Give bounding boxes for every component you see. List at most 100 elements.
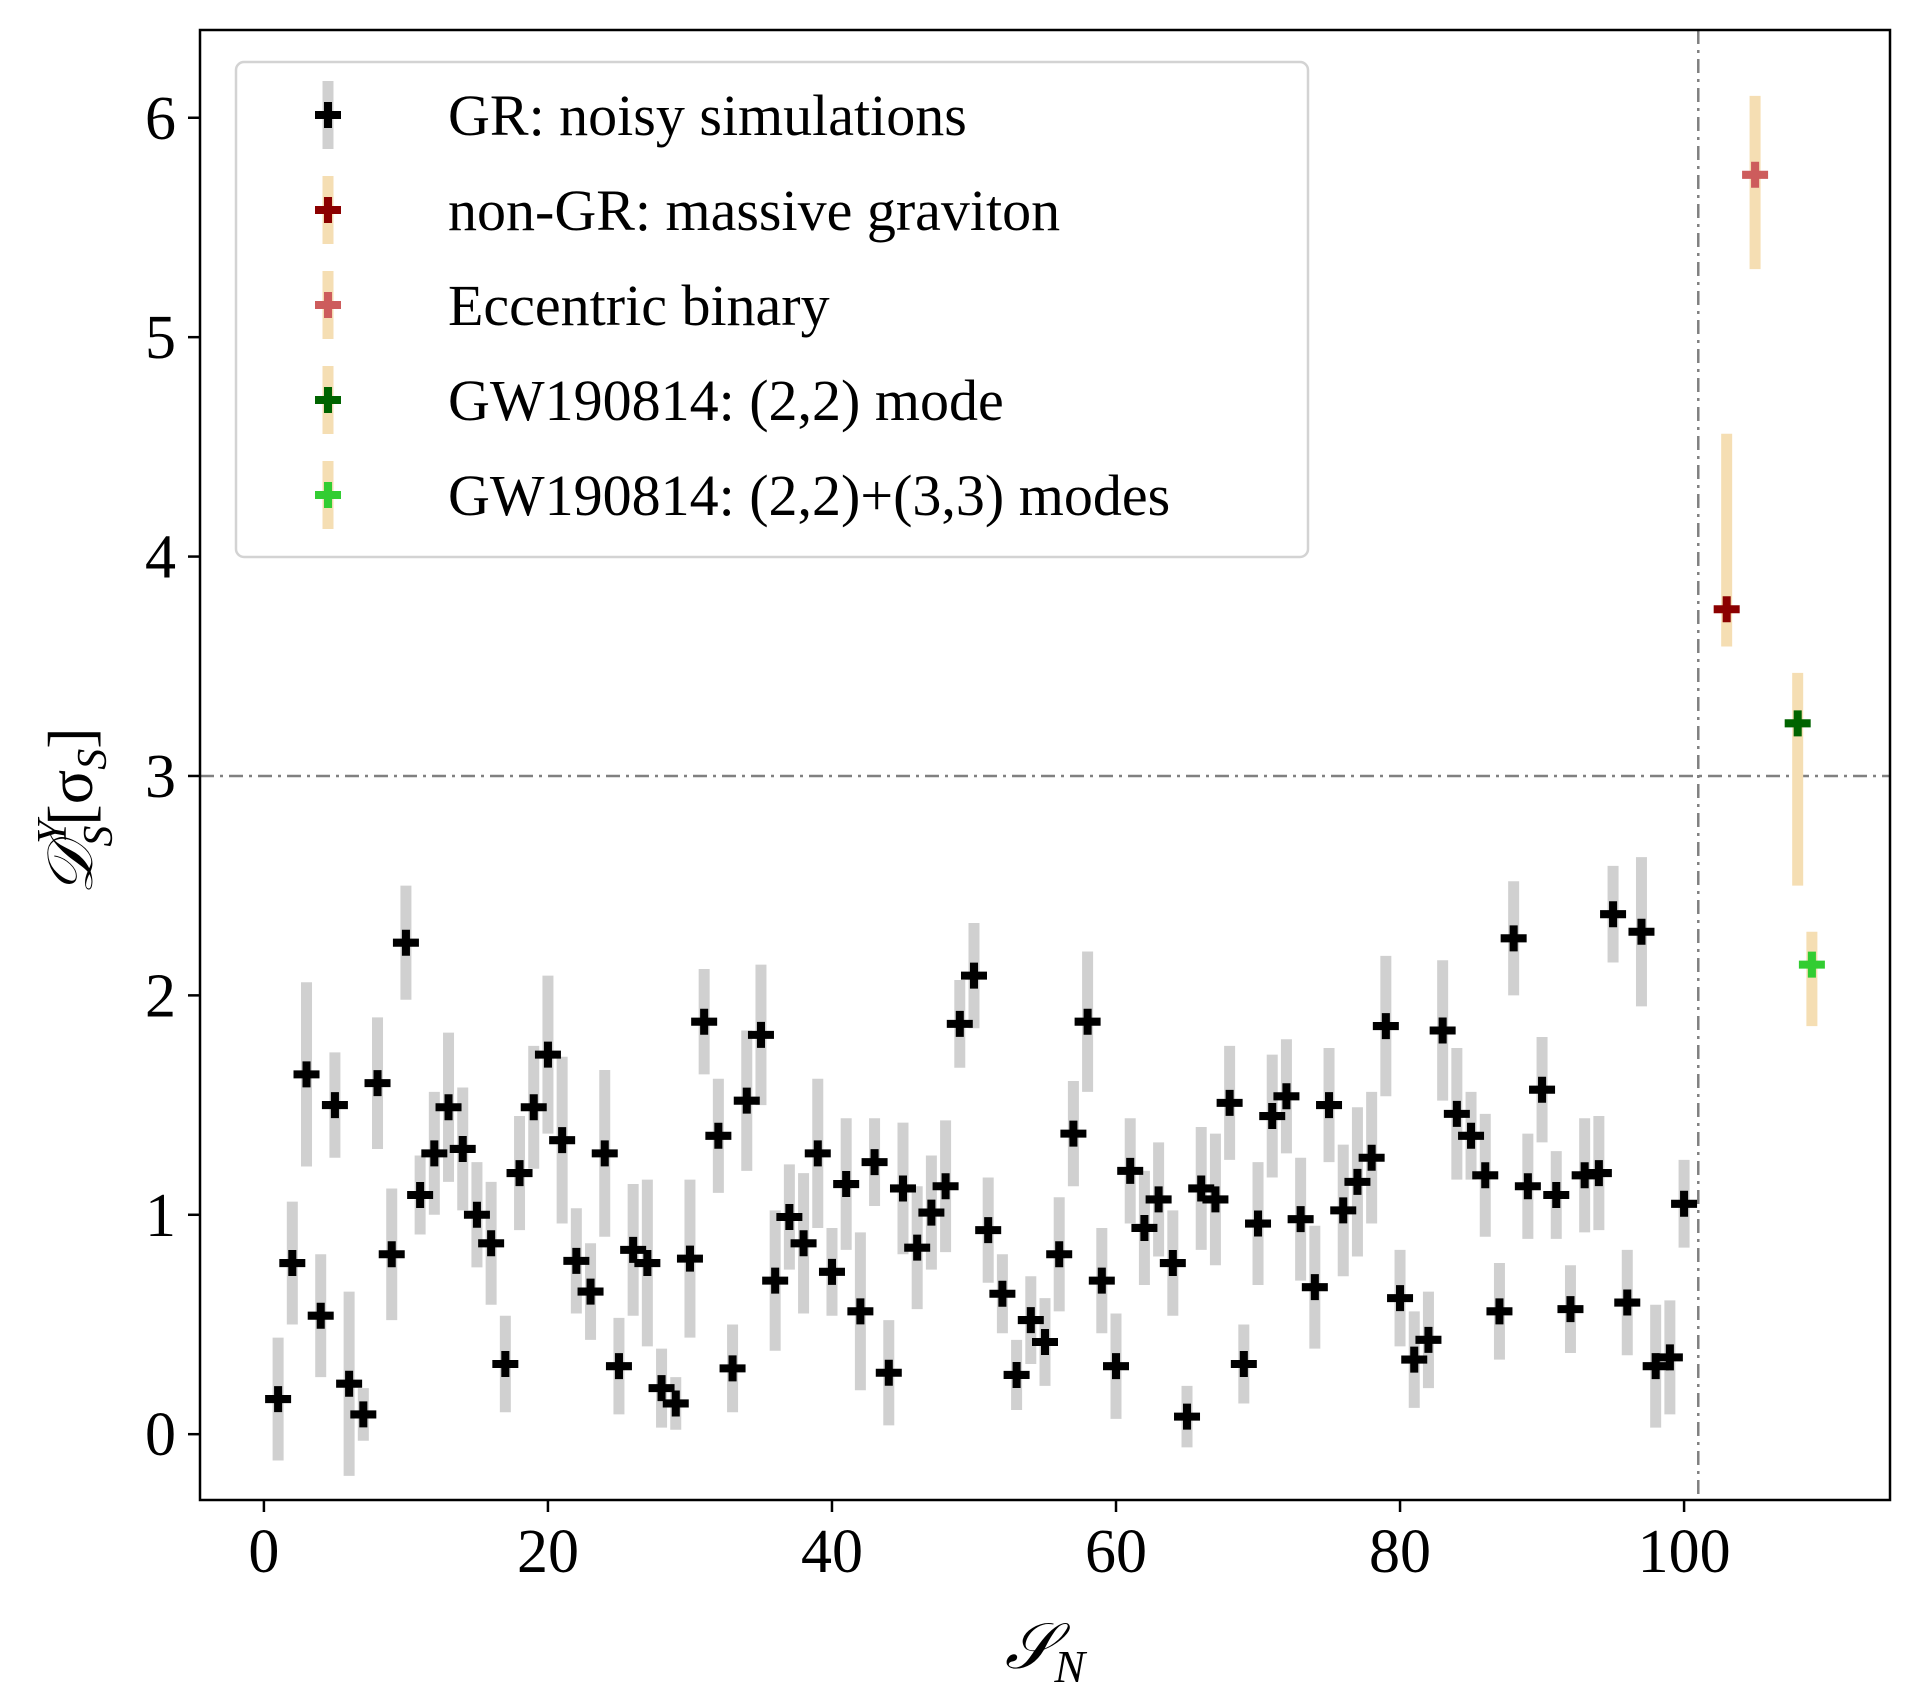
legend-label: GW190814: (2,2) mode (448, 368, 1004, 433)
legend-entry: non-GR: massive graviton (315, 176, 1060, 244)
data-point (478, 1230, 505, 1257)
data-point (293, 1061, 320, 1088)
legend-marker (315, 482, 341, 508)
data-point (1301, 1274, 1328, 1301)
data-point (265, 1386, 292, 1413)
data-point (1472, 1162, 1499, 1189)
data-point (1088, 1267, 1115, 1294)
data-point (1174, 1403, 1201, 1430)
x-tick-label: 0 (248, 1518, 279, 1586)
data-point (733, 1087, 760, 1114)
svg-text:𝒟YS[σS]: 𝒟YS[σS] (30, 727, 122, 895)
axis-ticks: 0 20 40 60 80 100 0 1 2 3 4 5 6 (145, 85, 1731, 1586)
x-tick-label: 100 (1638, 1518, 1731, 1586)
data-point (1543, 1182, 1570, 1209)
data-point (1316, 1092, 1343, 1119)
data-point (1628, 918, 1655, 945)
data-point (1287, 1206, 1314, 1233)
data-point (818, 1258, 845, 1285)
data-point (932, 1173, 959, 1200)
x-tick-label: 20 (517, 1518, 579, 1586)
y-axis-title: 𝒟YS[σS] (30, 727, 122, 895)
data-point (861, 1149, 888, 1176)
y-tick-label: 1 (145, 1182, 176, 1250)
legend-entry: GW190814: (2,2) mode (315, 366, 1004, 434)
data-point (1415, 1326, 1442, 1353)
data-point (435, 1094, 462, 1121)
data-point (563, 1247, 590, 1274)
data-point (662, 1390, 689, 1417)
svg-text:𝒮N: 𝒮N (1005, 1611, 1088, 1692)
data-point (1614, 1289, 1641, 1316)
data-point (407, 1182, 434, 1209)
plot-area-frame (198, 28, 1892, 1502)
data-point (875, 1359, 902, 1386)
data-point (1330, 1197, 1357, 1224)
data-point (1798, 951, 1825, 978)
x-tick-label: 80 (1369, 1518, 1431, 1586)
data-point (719, 1355, 746, 1382)
data-point (946, 1010, 973, 1037)
data-point (1074, 1008, 1101, 1035)
data-point (1500, 925, 1527, 952)
data-point (1216, 1089, 1243, 1116)
data-point (1742, 161, 1769, 188)
series-4 (1798, 931, 1825, 1027)
data-point (691, 1008, 718, 1035)
legend-box (234, 60, 1310, 559)
data-point (1585, 1160, 1612, 1187)
y-tick-label: 6 (145, 85, 176, 153)
data-point (1429, 1017, 1456, 1044)
legend-marker (315, 387, 341, 413)
data-point (1358, 1144, 1385, 1171)
data-point (1642, 1353, 1669, 1380)
data-point (307, 1302, 334, 1329)
data-point (648, 1375, 675, 1402)
data-point (1131, 1214, 1158, 1241)
data-point (549, 1127, 576, 1154)
data-point (321, 1092, 348, 1119)
legend-label: GW190814: (2,2)+(3,3) modes (448, 463, 1170, 528)
data-point (1017, 1307, 1044, 1334)
data-point (463, 1201, 490, 1228)
data-point (1372, 1013, 1399, 1040)
data-point (620, 1236, 647, 1263)
series-1 (1713, 433, 1740, 647)
data-point (747, 1021, 774, 1048)
legend-entry: GR: noisy simulations (315, 81, 967, 149)
data-point (1656, 1344, 1683, 1371)
data-point (1202, 1186, 1229, 1213)
data-point (279, 1250, 306, 1277)
data-point (1571, 1162, 1598, 1189)
data-point (1259, 1103, 1286, 1130)
y-axis-title-sup: Y (30, 816, 76, 844)
legend-label: Eccentric binary (448, 273, 830, 338)
data-point (378, 1241, 405, 1268)
y-tick-label: 4 (145, 524, 176, 592)
data-point (847, 1298, 874, 1325)
y-tick-label: 3 (145, 743, 176, 811)
data-point (1784, 710, 1811, 737)
data-point (776, 1203, 803, 1230)
data-point (1046, 1241, 1073, 1268)
data-point (1245, 1210, 1272, 1237)
data-point (336, 1370, 363, 1397)
series-3 (1784, 672, 1811, 886)
data-point (1344, 1168, 1371, 1195)
data-point (506, 1160, 533, 1187)
data-point (989, 1280, 1016, 1307)
series-2 (1742, 95, 1769, 270)
data-point (804, 1140, 831, 1167)
data-point (492, 1350, 519, 1377)
plot-layer (200, 30, 1890, 1500)
data-point (520, 1094, 547, 1121)
data-point (1387, 1285, 1414, 1312)
data-point (889, 1175, 916, 1202)
data-point (1145, 1186, 1172, 1213)
data-point (364, 1070, 391, 1097)
data-point (833, 1171, 860, 1198)
data-point (918, 1199, 945, 1226)
data-point (1003, 1361, 1030, 1388)
y-tick-label: 2 (145, 962, 176, 1030)
